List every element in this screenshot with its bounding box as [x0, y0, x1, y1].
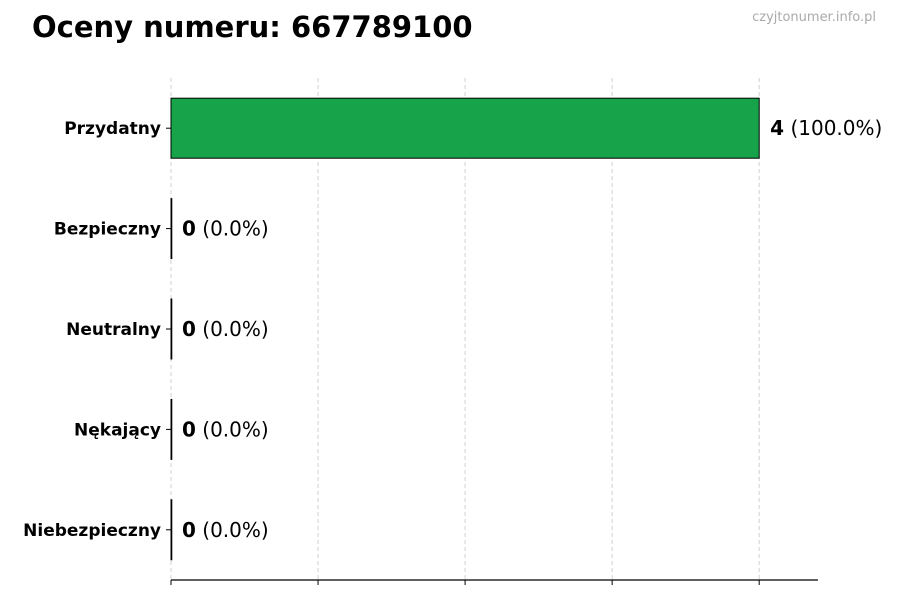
data-label: 4 (100.0%)	[770, 116, 882, 140]
data-label-percent: (0.0%)	[196, 518, 269, 542]
data-label: 0 (0.0%)	[182, 417, 269, 441]
data-label-count: 0	[182, 518, 196, 542]
bar	[170, 97, 760, 159]
category-label: Neutralny	[66, 320, 161, 340]
data-label: 0 (0.0%)	[182, 217, 269, 241]
chart-title: Oceny numeru: 667789100	[32, 10, 473, 44]
data-label-percent: (100.0%)	[784, 116, 882, 140]
category-label: Niebezpieczny	[23, 521, 161, 541]
bar	[170, 298, 173, 360]
data-label: 0 (0.0%)	[182, 317, 269, 341]
category-label: Przydatny	[64, 119, 161, 139]
data-label-percent: (0.0%)	[196, 417, 269, 441]
watermark: czyjtonumer.info.pl	[752, 10, 876, 25]
category-label: Bezpieczny	[54, 220, 161, 240]
category-label: Nękający	[74, 420, 161, 440]
data-label-percent: (0.0%)	[196, 217, 269, 241]
data-label-count: 0	[182, 417, 196, 441]
bar	[170, 198, 173, 260]
bar	[170, 499, 173, 561]
data-label-count: 0	[182, 317, 196, 341]
data-label-percent: (0.0%)	[196, 317, 269, 341]
bar	[170, 398, 173, 460]
data-label-count: 0	[182, 217, 196, 241]
data-label: 0 (0.0%)	[182, 518, 269, 542]
data-label-count: 4	[770, 116, 784, 140]
